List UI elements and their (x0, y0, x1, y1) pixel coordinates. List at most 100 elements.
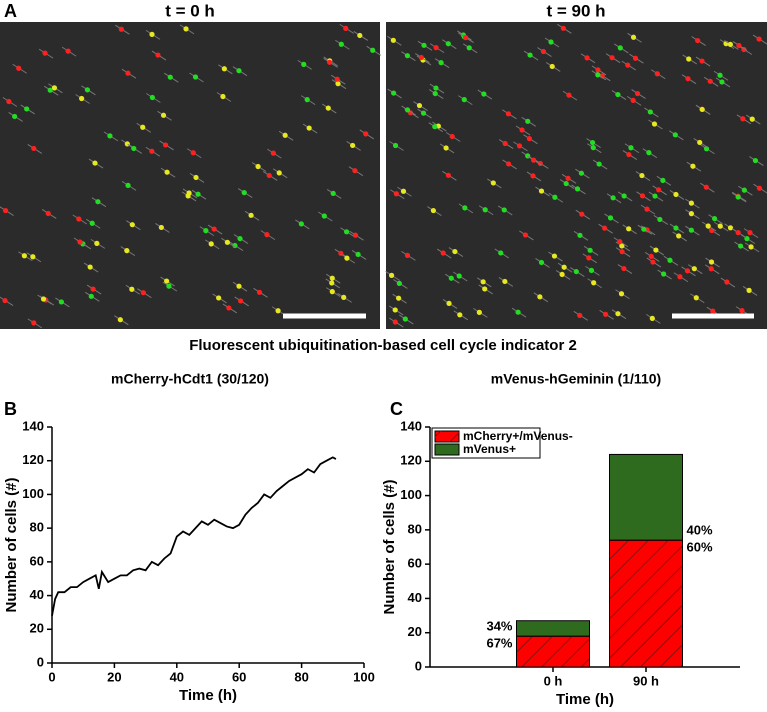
cell-nucleus (266, 172, 272, 179)
cell-nucleus (117, 317, 123, 323)
cell-nucleus (566, 92, 572, 98)
cell-nucleus (621, 193, 627, 199)
cell-nucleus (712, 216, 718, 222)
cell-nucleus (548, 39, 554, 45)
cell-nucleus (522, 232, 528, 238)
cell-nucleus (2, 297, 8, 304)
cell-nucleus (65, 48, 71, 54)
cell-nucleus (84, 87, 91, 93)
cell-nucleus (270, 150, 276, 156)
cell-nucleus (76, 216, 82, 222)
cell-nucleus (457, 312, 463, 318)
cell-nucleus (672, 132, 678, 138)
cell-nucleus (527, 52, 533, 58)
cell-nucleus (736, 42, 742, 49)
cell-nucleus (390, 37, 396, 43)
cell-nucleus (615, 91, 621, 98)
cell-nucleus (166, 283, 172, 289)
cell-nucleus (241, 190, 247, 196)
cell-nucleus (256, 289, 263, 295)
cell-nucleus (446, 300, 452, 306)
cell-nucleus (650, 259, 656, 265)
cell-nucleus (506, 161, 512, 167)
cell-nucleus (717, 72, 723, 78)
cell-nucleus (125, 70, 131, 76)
cell-nucleus (211, 226, 217, 232)
cell-nucleus (563, 180, 569, 187)
percent-label: 40% (687, 523, 713, 538)
cell-nucleus (404, 53, 411, 59)
cell-nucleus (352, 168, 358, 174)
cell-nucleus (220, 93, 226, 100)
cell-nucleus (42, 50, 48, 56)
bar-hatch (516, 635, 590, 668)
cell-nucleus (149, 94, 155, 101)
cell-nucleus (577, 312, 583, 318)
percent-label: 34% (486, 619, 512, 634)
cell-nucleus (708, 259, 715, 265)
cell-nucleus (438, 60, 444, 66)
bar-segment (516, 620, 590, 637)
cell-nucleus (51, 85, 58, 91)
cell-nucleus (162, 142, 169, 148)
cell-nucleus (183, 26, 189, 32)
cell-nucleus (628, 145, 634, 151)
cell-nucleus (727, 225, 734, 231)
cell-nucleus (329, 289, 335, 295)
cell-nucleus (739, 308, 745, 314)
cell-nucleus (88, 293, 94, 299)
cell-nucleus (282, 132, 288, 138)
cell-nucleus (656, 187, 662, 193)
cell-nucleus (735, 194, 741, 200)
cell-nucleus (404, 252, 411, 258)
cell-nucleus (481, 91, 487, 97)
percent-label: 67% (486, 636, 512, 651)
cell-nucleus (587, 247, 593, 253)
cell-nucleus (676, 233, 682, 239)
cell-nucleus (452, 248, 458, 255)
cell-nucleus (195, 191, 201, 197)
cell-nucleus (2, 207, 9, 214)
cell-nucleus (325, 105, 331, 111)
cell-nucleus (644, 206, 650, 212)
cell-nucleus (540, 48, 547, 55)
y-tick-label: 60 (408, 556, 422, 571)
cell-nucleus (370, 47, 376, 53)
cell-nucleus (516, 143, 523, 149)
cell-nucleus (482, 207, 488, 213)
cell-nucleus (95, 199, 101, 205)
cell-nucleus (236, 68, 242, 74)
cell-nucleus (634, 90, 641, 97)
cell-nucleus (630, 34, 637, 40)
cell-nucleus (589, 139, 596, 146)
cell-nucleus (673, 191, 679, 198)
cell-nucleus (586, 255, 592, 261)
x-tick-label: 100 (353, 669, 375, 684)
cell-nucleus (651, 121, 658, 127)
cell-nucleus (449, 133, 455, 140)
cell-nucleus (164, 278, 170, 284)
cell-nucleus (149, 31, 155, 37)
cell-nucleus (703, 184, 709, 190)
cell-nucleus (537, 294, 543, 300)
cell-nucleus (515, 309, 521, 315)
cell-nucleus (79, 95, 85, 102)
cell-nucleus (531, 157, 537, 163)
cell-nucleus (748, 244, 754, 250)
cell-nucleus (551, 253, 558, 259)
y-tick-label: 60 (30, 553, 44, 568)
image-title: t = 0 h (165, 1, 215, 20)
y-tick-label: 40 (408, 590, 422, 605)
cell-nucleus (559, 271, 565, 278)
cell-nucleus (525, 118, 531, 124)
cell-nucleus (433, 85, 439, 91)
cell-nucleus (561, 264, 567, 270)
cell-nucleus (440, 250, 446, 256)
cell-nucleus (618, 291, 625, 297)
cell-nucleus (89, 220, 95, 226)
cell-nucleus (756, 36, 762, 42)
cell-nucleus (94, 240, 100, 246)
cell-nucleus (574, 186, 581, 192)
cell-nucleus (350, 142, 356, 149)
cell-nucleus (461, 97, 467, 103)
